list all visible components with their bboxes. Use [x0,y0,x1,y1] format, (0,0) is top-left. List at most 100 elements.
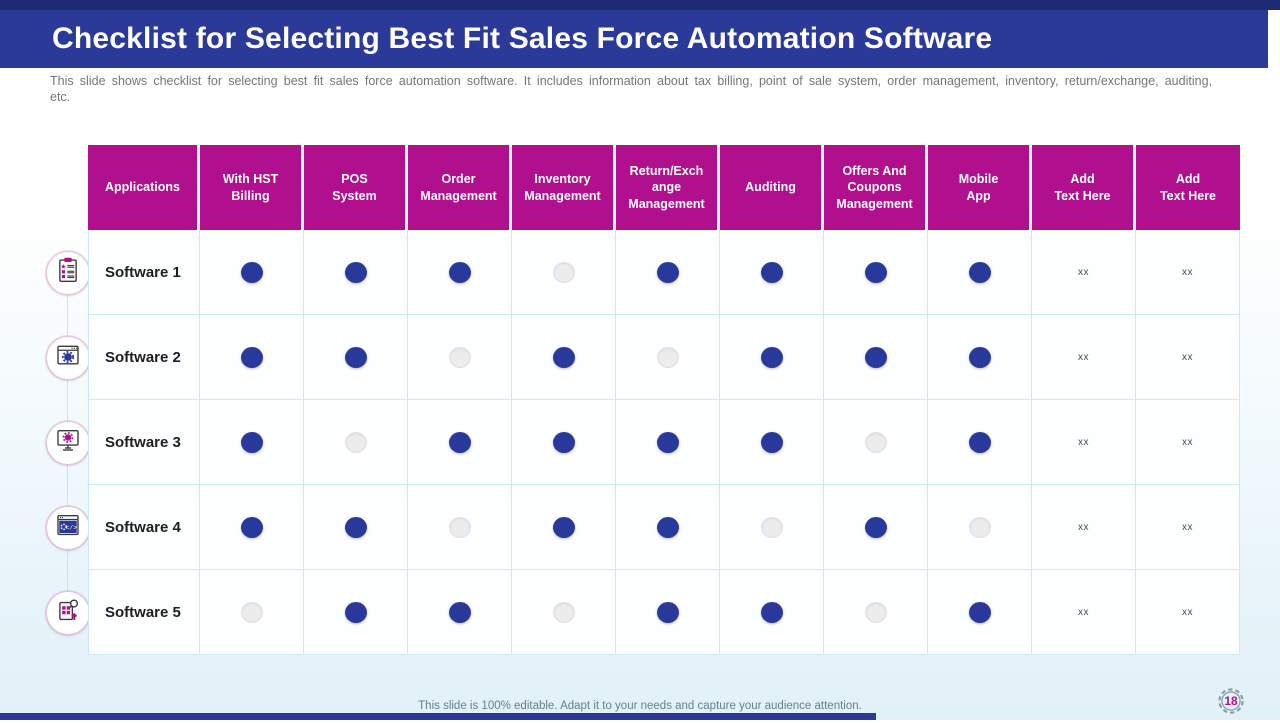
placeholder-cell: xx [1032,230,1136,315]
device-upload-icon [53,595,83,630]
column-header-9: Add Text Here [1032,145,1136,230]
placeholder-cell: xx [1136,485,1240,570]
feature-supported-dot [656,516,679,538]
feature-supported-dot [240,261,263,283]
placeholder-text: xx [1182,606,1193,618]
feature-cell [200,230,304,315]
feature-supported-dot [968,601,991,623]
placeholder-cell: xx [1032,570,1136,655]
feature-cell [720,570,824,655]
feature-cell [616,230,720,315]
placeholder-cell: xx [1032,485,1136,570]
feature-cell [200,315,304,400]
feature-cell [928,315,1032,400]
column-header-8: Mobile App [928,145,1032,230]
feature-supported-dot [448,431,471,453]
feature-unsupported-dot [552,261,575,283]
row-label-cell: Software 2 [88,315,200,400]
feature-supported-dot [448,261,471,283]
feature-cell [824,230,928,315]
feature-cell [200,400,304,485]
feature-cell [408,230,512,315]
feature-cell [616,315,720,400]
feature-unsupported-dot [448,516,471,538]
feature-cell [304,485,408,570]
software-name: Software 2 [105,348,181,366]
feature-cell [512,485,616,570]
top-accent-strip [0,0,1280,10]
feature-supported-dot [760,601,783,623]
row-label-cell: Software 1 [88,230,200,315]
monitor-gear-icon [53,425,83,460]
feature-unsupported-dot [240,601,263,623]
feature-cell [512,315,616,400]
feature-cell [408,400,512,485]
feature-unsupported-dot [656,346,679,368]
feature-cell [824,315,928,400]
row-label-cell: Software 4 [88,485,200,570]
feature-cell [824,400,928,485]
feature-supported-dot [240,346,263,368]
gear-icon [1218,688,1244,714]
bottom-accent-bar [0,713,876,720]
code-window-icon: </> [53,510,83,545]
row-icon-circle [46,250,90,295]
placeholder-text: xx [1078,521,1089,533]
feature-supported-dot [552,516,575,538]
feature-cell [720,230,824,315]
feature-supported-dot [344,516,367,538]
placeholder-cell: xx [1136,230,1240,315]
feature-supported-dot [760,261,783,283]
page-number-badge: 18 [1214,684,1248,718]
feature-cell [928,570,1032,655]
feature-supported-dot [552,346,575,368]
placeholder-text: xx [1078,351,1089,363]
footer-note: This slide is 100% editable. Adapt it to… [418,700,862,712]
placeholder-text: xx [1182,351,1193,363]
column-header-0: Applications [88,145,200,230]
feature-supported-dot [344,261,367,283]
placeholder-cell: xx [1136,315,1240,400]
feature-supported-dot [760,431,783,453]
feature-cell [304,315,408,400]
title-bar: Checklist for Selecting Best Fit Sales F… [0,10,1268,68]
checklist-table: Applications With HST Billing POS System Or… [88,145,1240,655]
row-icon-circle [46,420,90,465]
placeholder-text: xx [1182,521,1193,533]
feature-cell [512,570,616,655]
row-icon-circle: </> [46,505,90,550]
feature-supported-dot [968,431,991,453]
feature-cell [512,230,616,315]
browser-gear-icon [53,340,83,375]
placeholder-text: xx [1182,266,1193,278]
feature-unsupported-dot [968,516,991,538]
page-title: Checklist for Selecting Best Fit Sales F… [52,22,993,55]
placeholder-cell: xx [1136,400,1240,485]
feature-cell [304,570,408,655]
feature-cell [200,570,304,655]
feature-supported-dot [552,431,575,453]
feature-supported-dot [240,516,263,538]
feature-supported-dot [448,601,471,623]
feature-cell [512,400,616,485]
clipboard-checklist-icon [53,255,83,290]
row-label-cell: Software 5 [88,570,200,655]
feature-cell [928,485,1032,570]
feature-supported-dot [656,601,679,623]
column-header-6: Auditing [720,145,824,230]
placeholder-text: xx [1182,436,1193,448]
feature-supported-dot [864,346,887,368]
feature-supported-dot [760,346,783,368]
placeholder-text: xx [1078,606,1089,618]
feature-cell [720,485,824,570]
feature-unsupported-dot [864,431,887,453]
feature-unsupported-dot [448,346,471,368]
placeholder-text: xx [1078,266,1089,278]
feature-cell [616,570,720,655]
page-number: 18 [1224,694,1238,708]
feature-supported-dot [864,516,887,538]
software-name: Software 1 [105,263,181,281]
slide-description: This slide shows checklist for selecting… [50,74,1212,104]
feature-supported-dot [344,601,367,623]
feature-supported-dot [240,431,263,453]
